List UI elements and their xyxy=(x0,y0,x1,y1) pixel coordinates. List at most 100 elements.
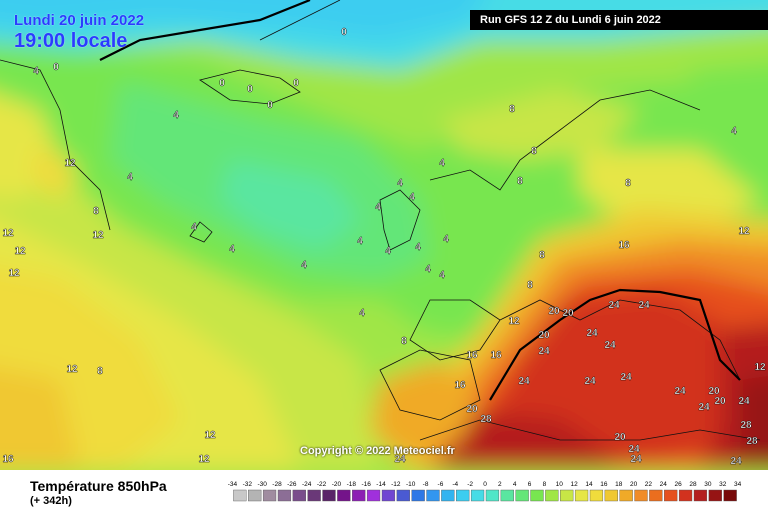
scale-swatch xyxy=(545,489,559,502)
scale-tick-label: -24 xyxy=(302,481,312,488)
isotherm-label: 28 xyxy=(480,414,492,425)
isotherm-label: 12 xyxy=(204,430,216,441)
isotherm-label: 0 xyxy=(267,100,273,111)
scale-tick-label: 0 xyxy=(483,481,487,488)
isotherm-label: 24 xyxy=(738,396,750,407)
scale-swatch xyxy=(233,489,247,502)
scale-tick-label: 32 xyxy=(719,481,727,488)
scale-swatch xyxy=(485,489,500,502)
isotherm-label: 4 xyxy=(397,178,403,189)
legend-panel: Température 850hPa (+ 342h) -34 -32 -30 -28… xyxy=(0,470,768,512)
isotherm-label: 8 xyxy=(517,176,523,187)
scale-swatch xyxy=(262,489,277,502)
isotherm-label: 8 xyxy=(401,336,407,347)
isotherm-label: 4 xyxy=(385,246,391,257)
scale-tick-label: 24 xyxy=(660,481,668,488)
scale-swatch xyxy=(693,489,708,502)
isotherm-label: 12 xyxy=(508,316,520,327)
isotherm-label: 0 xyxy=(341,27,347,38)
isotherm-label: 28 xyxy=(740,420,752,431)
scale-tick-label: -8 xyxy=(423,481,429,488)
scale-tick-label: -34 xyxy=(228,481,238,488)
isotherm-label: 24 xyxy=(730,456,742,467)
scale-swatch xyxy=(396,489,410,502)
scale-swatch xyxy=(307,489,321,502)
isotherm-label: 8 xyxy=(625,178,631,189)
scale-tick-label: 8 xyxy=(543,481,547,488)
scale-swatch xyxy=(634,489,648,502)
scale-tick-label: 34 xyxy=(734,481,742,488)
scale-swatch xyxy=(292,489,306,502)
scale-tick-label: -16 xyxy=(361,481,371,488)
isotherm-label: 4 xyxy=(409,192,415,203)
scale-swatch xyxy=(411,489,425,502)
scale-tick-label: -28 xyxy=(272,481,282,488)
isotherm-label: 12 xyxy=(8,268,20,279)
isotherm-label: 12 xyxy=(738,226,750,237)
scale-swatch xyxy=(664,489,678,502)
isotherm-label: 12 xyxy=(66,364,78,375)
isotherm-label: 4 xyxy=(443,234,449,245)
scale-tick-label: 28 xyxy=(689,481,697,488)
scale-swatch xyxy=(515,489,529,502)
isotherm-label: 0 xyxy=(219,78,225,89)
scale-tick-label: -18 xyxy=(347,481,357,488)
scale-tick-label: 22 xyxy=(645,481,653,488)
scale-tick-label: 20 xyxy=(630,481,638,488)
isotherm-label: 8 xyxy=(93,206,99,217)
isotherm-label: 12 xyxy=(14,246,26,257)
isotherm-label: 4 xyxy=(127,172,133,183)
isotherm-label: 16 xyxy=(490,350,502,361)
isotherm-label: 24 xyxy=(620,372,632,383)
isotherm-label: 16 xyxy=(466,350,478,361)
isotherm-label: 28 xyxy=(746,436,758,447)
isotherm-label: 4 xyxy=(731,126,737,137)
isotherm-label: 4 xyxy=(439,270,445,281)
isotherm-label: 20 xyxy=(548,306,560,317)
isotherm-label: 8 xyxy=(97,366,103,377)
isotherm-label: 12 xyxy=(92,230,104,241)
scale-tick-label: -30 xyxy=(257,481,267,488)
scale-swatch xyxy=(678,489,693,502)
isotherm-label: 24 xyxy=(394,454,406,465)
run-info-box: Run GFS 12 Z du Lundi 6 juin 2022 xyxy=(470,10,768,30)
scale-swatch xyxy=(352,489,366,502)
legend-subtitle: (+ 342h) xyxy=(30,495,72,507)
scale-tick-label: -2 xyxy=(467,481,473,488)
isotherm-label: 4 xyxy=(33,66,39,77)
scale-tick-label: 18 xyxy=(615,481,623,488)
scale-tick-label: 30 xyxy=(704,481,712,488)
isotherm-label: 4 xyxy=(357,236,363,247)
scale-tick-label: 10 xyxy=(556,481,564,488)
scale-tick-label: 14 xyxy=(585,481,593,488)
scale-tick-label: 16 xyxy=(600,481,608,488)
isotherm-label: 8 xyxy=(509,104,515,115)
scale-swatch xyxy=(708,489,722,502)
scale-swatch xyxy=(441,489,455,502)
scale-tick-label: -12 xyxy=(391,481,401,488)
isotherm-label: 20 xyxy=(562,308,574,319)
scale-swatch xyxy=(500,489,514,502)
scale-swatch xyxy=(604,489,618,502)
isotherm-label: 24 xyxy=(674,386,686,397)
scale-swatch xyxy=(619,489,633,502)
frontal-line xyxy=(99,0,741,401)
isotherm-label: 0 xyxy=(293,78,299,89)
scale-swatch xyxy=(426,489,440,502)
isotherm-label: 24 xyxy=(630,454,642,465)
isotherm-label: 4 xyxy=(375,202,381,213)
isotherm-label: 24 xyxy=(628,444,640,455)
isotherm-label: 4 xyxy=(439,158,445,169)
isotherm-label: 16 xyxy=(454,380,466,391)
isotherm-label: 0 xyxy=(247,84,253,95)
scale-tick-label: -4 xyxy=(452,481,458,488)
scale-swatch xyxy=(560,489,574,502)
forecast-time-header: Lundi 20 juin 2022 19:00 locale xyxy=(14,12,144,53)
isotherm-label: 4 xyxy=(425,264,431,275)
scale-swatch xyxy=(574,489,589,502)
isotherm-label: 24 xyxy=(638,300,650,311)
legend-title: Température 850hPa xyxy=(30,478,167,494)
forecast-time: 19:00 locale xyxy=(14,30,128,52)
scale-swatch xyxy=(277,489,292,502)
